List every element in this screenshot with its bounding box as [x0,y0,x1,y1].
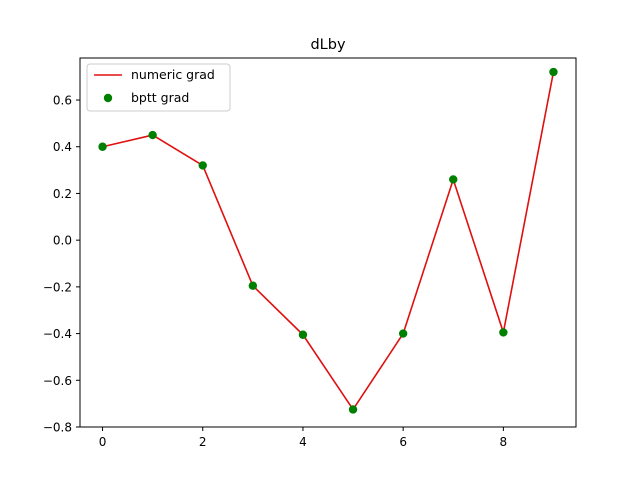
y-tick-label: 0.2 [53,187,72,201]
data-point-bptt-grad [198,161,207,170]
data-point-bptt-grad [98,142,107,151]
chart-title: dLby [310,37,345,53]
y-tick-label: −0.2 [43,280,72,294]
x-tick-label: 8 [500,435,508,449]
legend-label-numeric-grad: numeric grad [131,67,215,82]
data-point-bptt-grad [348,405,358,414]
legend-box [86,63,231,112]
data-point-bptt-grad [248,281,258,290]
y-tick-label: −0.4 [43,327,72,341]
y-tick-label: −0.8 [43,421,72,435]
data-point-bptt-grad [398,329,408,338]
data-point-bptt-grad [549,67,558,77]
y-tick-label: 0.4 [53,140,72,154]
x-tick-label: 6 [399,435,407,449]
data-point-bptt-grad [449,175,458,184]
plot-frame [79,57,577,428]
data-point-bptt-grad [298,330,308,339]
legend: numeric grad bptt grad [86,63,231,112]
x-axis: 0 2 4 6 8 [99,427,507,449]
x-tick-label: 0 [99,435,107,449]
x-tick-label: 2 [199,435,207,449]
y-axis: −0.8 −0.6 −0.4 −0.2 0.0 0.2 0.4 0.6 [43,94,80,435]
x-tick-label: 4 [299,435,307,449]
y-tick-label: 0.0 [53,234,72,248]
series-layer [98,67,558,414]
y-tick-label: −0.6 [43,374,72,388]
series-line-numeric-grad [102,71,555,411]
y-tick-label: 0.6 [53,94,72,108]
data-point-bptt-grad [499,328,508,337]
data-point-bptt-grad [148,130,157,140]
legend-swatch-bptt-grad [103,93,113,103]
legend-label-bptt-grad: bptt grad [131,90,189,105]
